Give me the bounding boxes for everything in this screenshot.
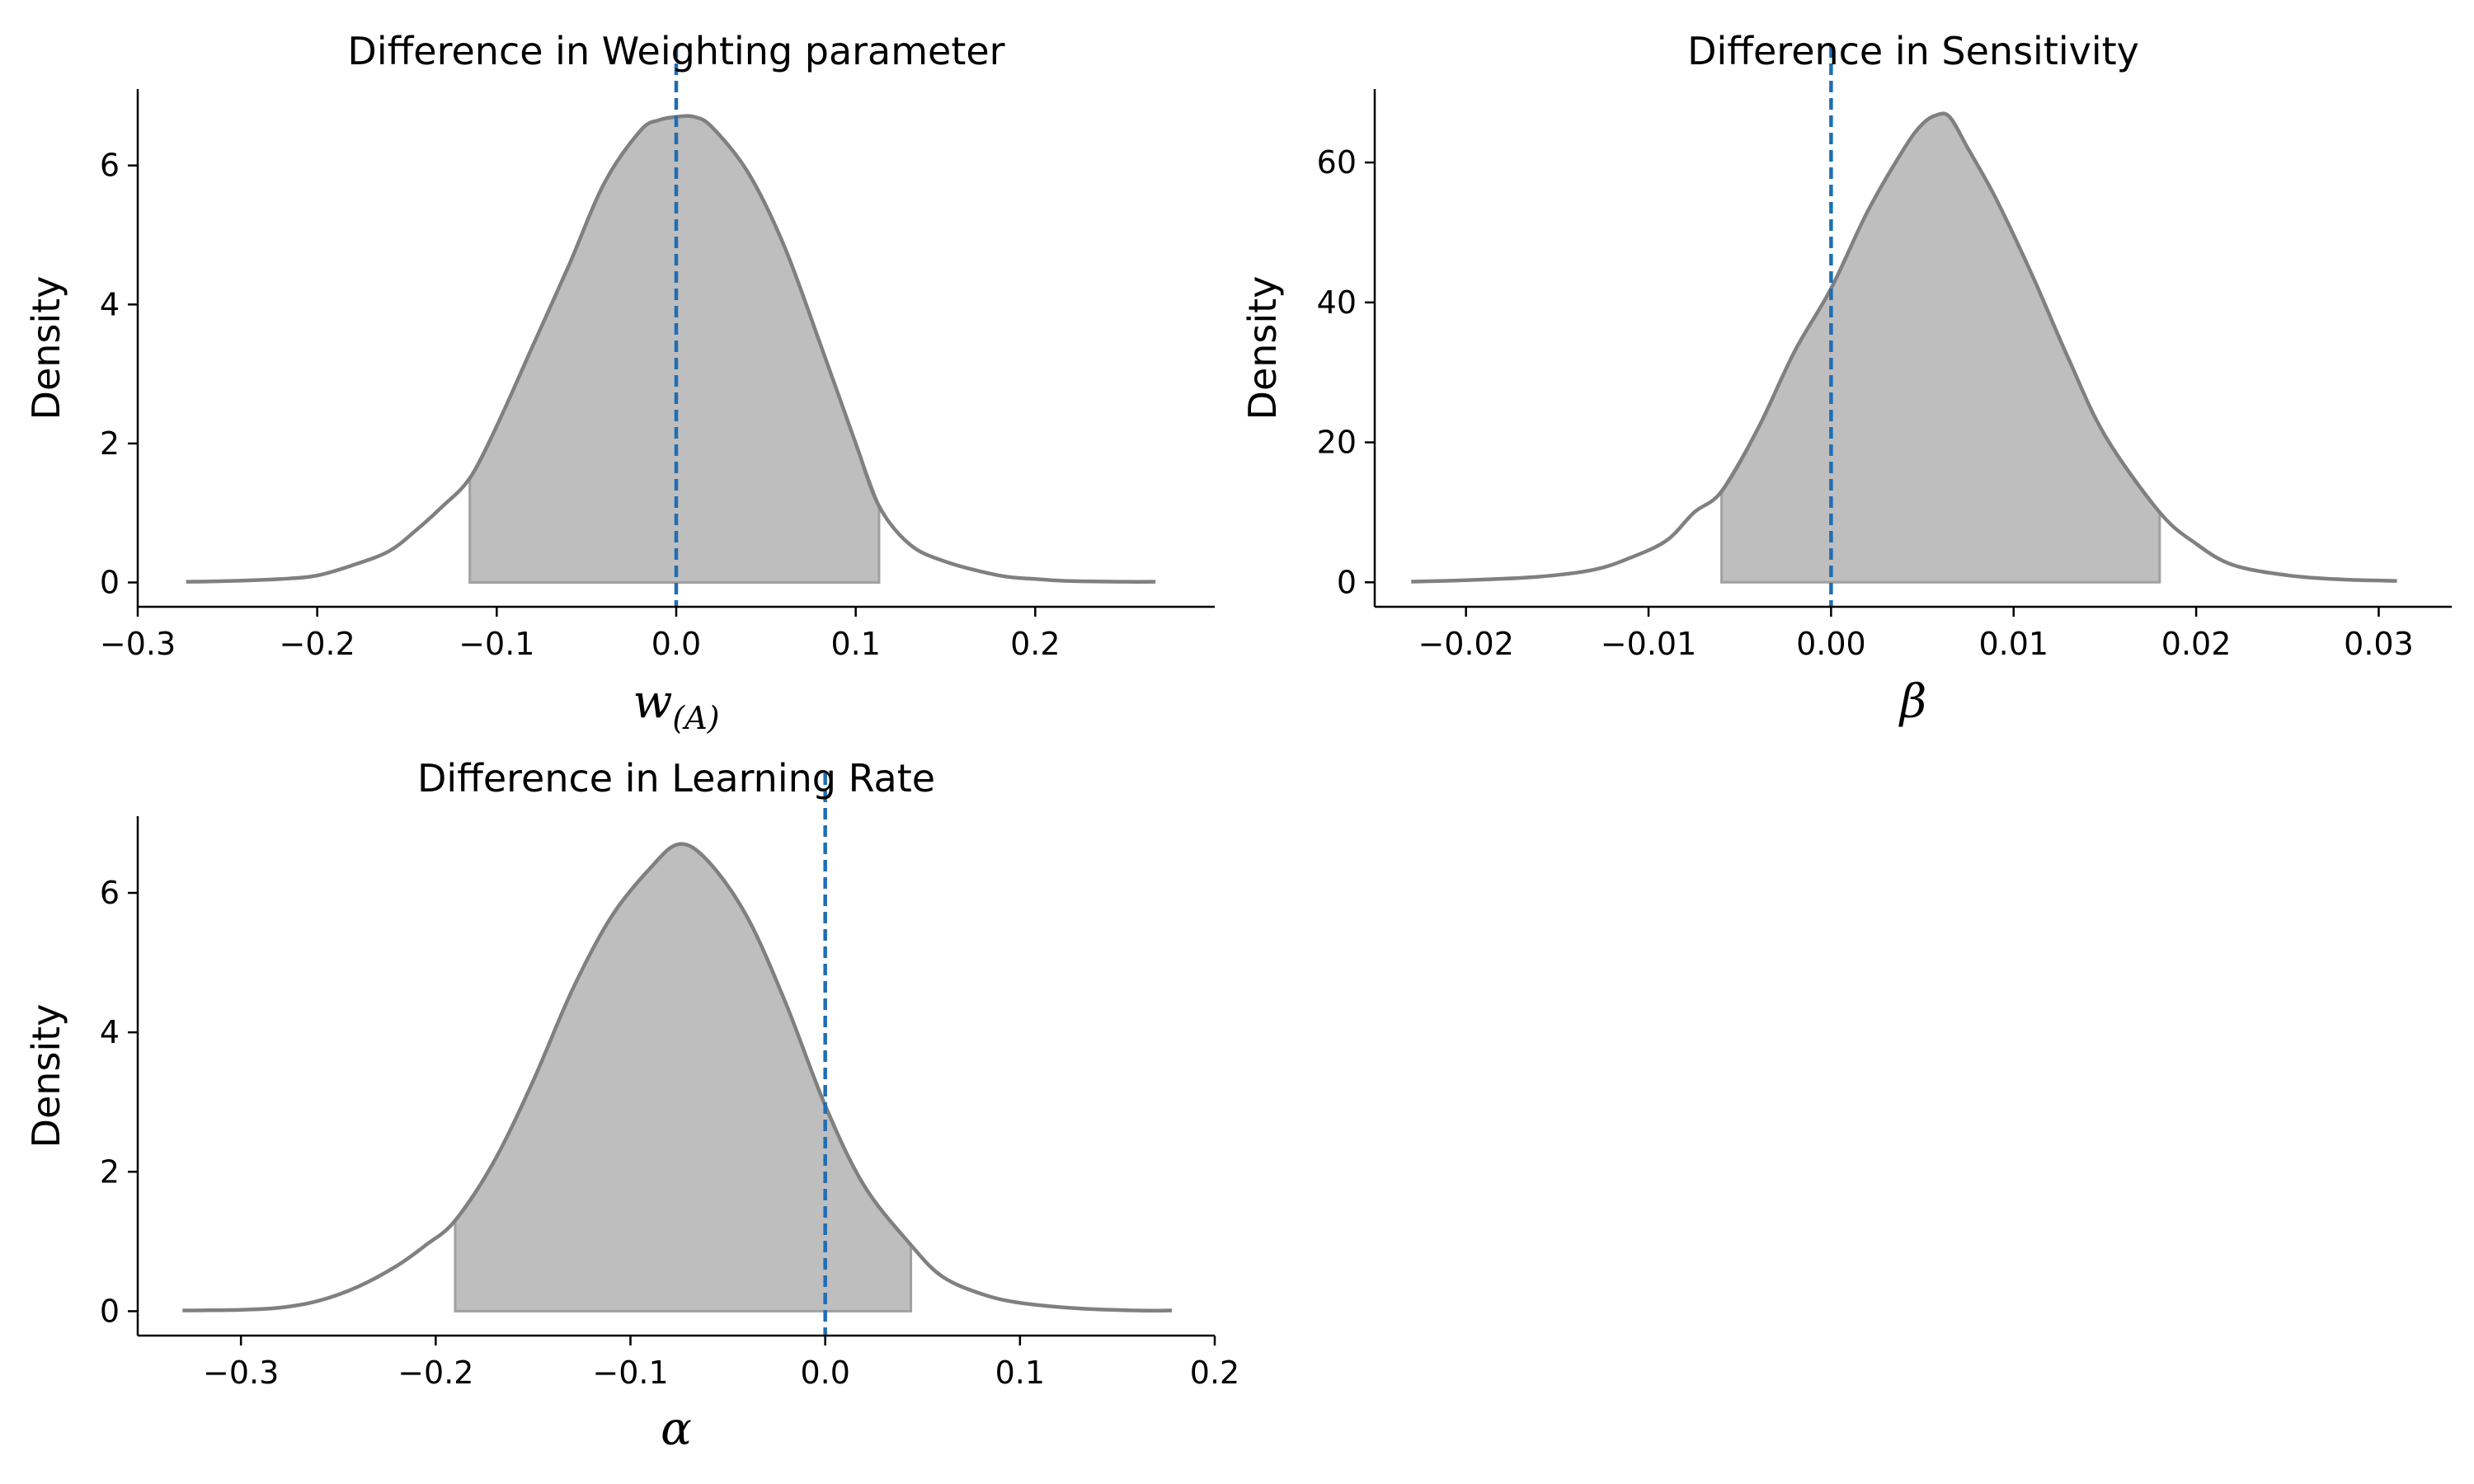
- hdi-region: [1720, 112, 2161, 584]
- y-tick-label: 4: [100, 286, 120, 322]
- density-curve: [182, 842, 1173, 1313]
- y-tick-label: 6: [100, 875, 120, 911]
- x-tick-label: 0.1: [830, 626, 880, 662]
- hdi-region: [454, 843, 913, 1313]
- y-tick-label: 20: [1317, 425, 1357, 461]
- panel-1: −0.3 −0.2 −0.1 0.0 0.1 0.2 0 2 4 6 Difference in W…: [24, 29, 1215, 736]
- density-curve: [186, 114, 1156, 584]
- density-curve: [1411, 111, 2397, 584]
- x-tick-label: −0.3: [100, 626, 176, 662]
- x-tick-label: 0.0: [651, 626, 701, 662]
- y-tick-label: 4: [100, 1014, 120, 1050]
- x-axis-label: β: [1898, 675, 1926, 729]
- x-tick-label: −0.1: [592, 1355, 668, 1391]
- y-tick-label: 0: [1337, 564, 1357, 600]
- chart-title: Difference in Learning Rate: [417, 756, 935, 801]
- y-tick-label: 2: [100, 425, 120, 462]
- x-tick-label: 0.2: [1190, 1355, 1239, 1391]
- y-tick-label: 0: [100, 1293, 120, 1329]
- x-tick-label: 0.1: [995, 1355, 1045, 1391]
- x-tick-label: −0.2: [397, 1355, 473, 1391]
- y-tick-label: 60: [1317, 144, 1357, 181]
- panel-2: −0.02 −0.01 0.00 0.01 0.02 0.03 0 20 40 60 Differe…: [1240, 29, 2452, 729]
- y-axis-label: Density: [24, 276, 68, 420]
- x-tick-label: −0.3: [203, 1355, 279, 1391]
- y-tick-label: 6: [100, 148, 120, 184]
- x-tick-label: 0.03: [2344, 626, 2414, 662]
- x-axis-label: w(A): [633, 675, 719, 736]
- x-axis-label: α: [661, 1402, 692, 1456]
- x-tick-label: 0.2: [1010, 626, 1060, 662]
- x-tick-label: 0.02: [2161, 626, 2232, 662]
- y-tick-label: 2: [100, 1153, 120, 1190]
- y-axis-label: Density: [24, 1004, 68, 1148]
- y-tick-label: 40: [1317, 284, 1357, 321]
- x-tick-label: 0.00: [1796, 626, 1866, 662]
- y-axis-label: Density: [1240, 276, 1285, 420]
- chart-title: Difference in Weighting parameter: [347, 29, 1004, 73]
- x-tick-label: 0.0: [800, 1355, 849, 1391]
- x-tick-label: −0.1: [459, 626, 534, 662]
- panel-3: −0.3 −0.2 −0.1 0.0 0.1 0.2 0 2 4 6 Difference in L…: [24, 756, 1239, 1456]
- y-tick-label: 0: [100, 564, 120, 600]
- x-tick-label: 0.01: [1978, 626, 2048, 662]
- x-tick-label: −0.2: [280, 626, 355, 662]
- x-tick-label: −0.02: [1418, 626, 1513, 662]
- chart-title: Difference in Sensitivity: [1687, 29, 2139, 73]
- x-tick-label: −0.01: [1601, 626, 1696, 662]
